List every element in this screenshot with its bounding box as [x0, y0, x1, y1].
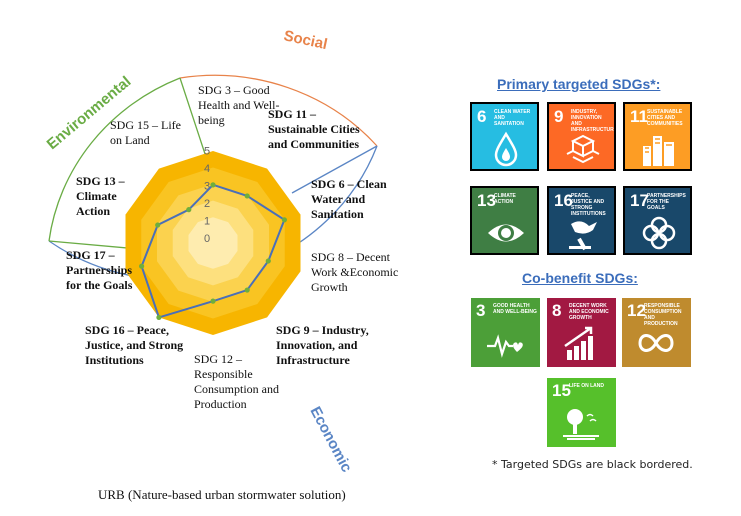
- radar-point: [281, 217, 287, 223]
- sdg-tile-title: Decent work and economic growth: [569, 303, 609, 321]
- tree-icon: [563, 409, 599, 440]
- label-sdg11: SDG 11 – Sustainable Cities and Communit…: [268, 107, 360, 151]
- radar-tick-label: 2: [204, 198, 210, 210]
- cobenefit-sdgs-heading: Co-benefit SDGs:: [522, 270, 638, 286]
- sdg-tile-number: 8: [552, 301, 562, 320]
- separator-social-economic: [291, 145, 378, 194]
- radar-tick-label: 4: [204, 163, 210, 175]
- sdg-tile-number: 17: [630, 191, 649, 210]
- sdg-tile-number: 12: [627, 301, 646, 320]
- heartbeat-icon: [487, 334, 523, 358]
- label-sdg3: SDG 3 – Good Health and Well-being: [198, 83, 280, 127]
- growth-chart-icon: [564, 326, 593, 360]
- dimension-economic: Economic: [306, 404, 355, 475]
- label-sdg15: SDG 15 – Life on Land: [110, 118, 181, 147]
- separator-environmental-social: [179, 77, 208, 161]
- radar-point: [155, 222, 161, 228]
- sdg-tile-17: 17 Partnerships for the goals: [623, 186, 692, 255]
- radar-point: [244, 287, 250, 293]
- footnote: * Targeted SDGs are black bordered.: [492, 458, 693, 471]
- primary-sdgs-heading: Primary targeted SDGs*:: [497, 76, 661, 92]
- sdg-tile-13: 13 Climate action: [470, 186, 539, 255]
- sdg-tile-9: 9 Industry, innovation and infrastructure: [547, 102, 616, 171]
- sdg-tile-number: 3: [476, 301, 486, 320]
- radar-tick-label: 0: [204, 233, 210, 245]
- sdg-tile-16: 16 Peace, justice and strong institutions: [547, 186, 616, 255]
- sdg-tile-title: Peace, justice and strong institutions: [571, 193, 606, 217]
- environmental-arc: [48, 77, 181, 242]
- sdg-tile-8: 8 Decent work and economic growth: [547, 298, 616, 367]
- radar-scale: 0 1 2 3 4 5: [204, 146, 210, 246]
- sdg-tile-6: 6 Clean water and sanitation: [470, 102, 539, 171]
- sdg-tile-12: 12 Responsible consumption and production: [622, 298, 691, 367]
- sdg-tile-title: Climate action: [494, 193, 516, 205]
- label-sdg12: SDG 12 – Responsible Consumption and Pro…: [194, 352, 280, 411]
- city-icon: [643, 136, 674, 166]
- cubes-icon: [566, 134, 600, 164]
- radar-point: [244, 193, 250, 199]
- sdg-tile-title: Clean water and sanitation: [494, 109, 531, 127]
- radar-point: [156, 314, 162, 321]
- sdg-tile-number: 6: [477, 107, 487, 126]
- sdg-tile-15: 15 Life on land: [547, 378, 616, 447]
- sdg-tile-title: Good health and well-being: [493, 303, 537, 315]
- radar-point: [265, 258, 271, 264]
- radar-point: [139, 263, 145, 269]
- diagram-caption: URB (Nature-based urban stormwater solut…: [98, 487, 346, 502]
- radar-tick-label: 1: [204, 216, 210, 228]
- radar-tick-label: 3: [204, 181, 210, 193]
- radar-rings: [125, 151, 301, 335]
- social-arc: [179, 74, 378, 147]
- label-sdg6: SDG 6 – Clean Water and Sanitation: [311, 177, 387, 221]
- label-sdg9: SDG 9 – Industry, Innovation, and Infras…: [276, 323, 369, 367]
- radar-tick-label: 5: [204, 146, 210, 158]
- rings-icon: [642, 216, 676, 250]
- radar-point: [210, 182, 216, 188]
- dimension-social: Social: [282, 27, 329, 53]
- infinity-icon: [638, 334, 674, 352]
- sdg-tile-title: Partnerships for the goals: [647, 193, 686, 211]
- sdg-tile-number: 16: [554, 191, 573, 210]
- sdg-tile-title: Industry, innovation and infrastructure: [571, 109, 616, 133]
- water-drop-icon: [494, 131, 518, 167]
- sdg-tile-title: Sustainable cities and communities: [647, 109, 683, 127]
- radar-point: [186, 207, 192, 213]
- eye-globe-icon: [488, 224, 524, 242]
- label-sdg8: SDG 8 – Decent Work &Economic Growth: [311, 250, 399, 294]
- sdg-tile-number: 11: [630, 107, 648, 126]
- sdg-tile-11: 11 Sustainable cities and communities: [623, 102, 692, 171]
- sdg-tile-title: Responsible consumption and production: [644, 303, 682, 327]
- dove-gavel-icon: [569, 221, 597, 251]
- sdg-tile-number: 9: [554, 107, 564, 126]
- radar-ring: [188, 217, 238, 269]
- sdg-tile-title: Life on land: [569, 383, 604, 389]
- label-sdg13: SDG 13 – Climate Action: [76, 174, 125, 218]
- label-sdg16: SDG 16 – Peace, Justice, and Strong Inst…: [85, 323, 184, 367]
- sdg-tile-number: 15: [552, 381, 571, 400]
- sdg-tile-number: 13: [477, 191, 496, 210]
- label-sdg17: SDG 17 – Partnerships for the Goals: [66, 248, 133, 292]
- radar-points: [139, 182, 287, 321]
- sdg-tile-3: 3 Good health and well-being: [471, 298, 540, 367]
- radar-point: [210, 298, 216, 304]
